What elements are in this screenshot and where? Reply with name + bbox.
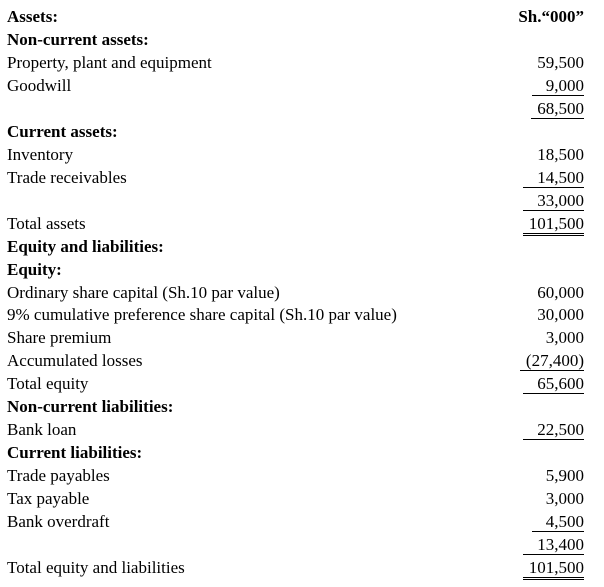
statement-row: Current assets: <box>0 122 604 145</box>
amount: 3,000 <box>545 489 584 509</box>
amount: 30,000 <box>537 305 584 325</box>
total-amount: 101,500 <box>522 558 584 581</box>
line-item-label: Accumulated losses <box>7 351 143 371</box>
statement-row: Share premium 3,000 <box>0 328 604 351</box>
line-item-label: Goodwill <box>7 75 72 95</box>
statement-row: Trade payables 5,900 <box>0 466 604 489</box>
amount: 14,500 <box>523 168 584 188</box>
line-item-label: Total assets <box>7 213 86 233</box>
amount: Sh.“000” <box>518 7 584 26</box>
statement-row: Bank overdraft 4,500 <box>0 512 604 535</box>
statement-row: Non-current assets: <box>0 30 604 53</box>
statement-row: Total equity and liabilities 101,500 <box>0 558 604 581</box>
amount: 5,900 <box>545 466 584 486</box>
statement-row: Equity and liabilities: <box>0 237 604 260</box>
amount: 60,000 <box>537 282 584 302</box>
amount: 3,000 <box>545 328 584 348</box>
line-item-label: Total equity and liabilities <box>7 558 185 578</box>
statement-row: Property, plant and equipment 59,500 <box>0 53 604 76</box>
amount: 13,400 <box>523 535 584 556</box>
statement-row: Tax payable 3,000 <box>0 489 604 512</box>
statement-row: Inventory 18,500 <box>0 145 604 168</box>
statement-row: 13,400 <box>0 535 604 558</box>
line-item-label: Bank overdraft <box>7 512 110 532</box>
section-heading: Current liabilities: <box>7 443 143 463</box>
line-item-label: Total equity <box>7 374 89 394</box>
statement-row: Total assets 101,500 <box>0 214 604 237</box>
amount: 59,500 <box>537 52 584 72</box>
statement-row: Equity: <box>0 260 604 283</box>
section-heading: Non-current liabilities: <box>7 397 174 417</box>
amount: 9,000 <box>531 76 584 96</box>
line-item-label: Trade payables <box>7 466 110 486</box>
amount: 4,500 <box>531 512 584 533</box>
amount: (27,400) <box>519 351 584 372</box>
statement-row: Non-current liabilities: <box>0 397 604 420</box>
statement-row: Goodwill 9,000 <box>0 76 604 99</box>
total-amount: 101,500 <box>522 214 584 236</box>
statement-row: Trade receivables 14,500 <box>0 168 604 191</box>
line-item-label: Ordinary share capital (Sh.10 par value) <box>7 282 280 302</box>
line-item-label: 9% cumulative preference share capital (… <box>7 305 397 325</box>
statement-row: Current liabilities: <box>0 443 604 466</box>
statement-row: 33,000 <box>0 191 604 214</box>
amount: 33,000 <box>523 191 584 211</box>
line-item-label: Property, plant and equipment <box>7 52 212 72</box>
statement-row: Accumulated losses (27,400) <box>0 351 604 374</box>
statement-row: 9% cumulative preference share capital (… <box>0 305 604 328</box>
amount: 18,500 <box>537 144 584 164</box>
amount: 68,500 <box>531 99 584 119</box>
line-item-label: Share premium <box>7 328 112 348</box>
amount: 65,600 <box>523 374 584 395</box>
statement-row: Assets: Sh.“000” <box>0 7 604 30</box>
section-heading: Equity: <box>7 259 62 279</box>
statement-row: 68,500 <box>0 99 604 122</box>
statement-row: Bank loan 22,500 <box>0 420 604 443</box>
line-item-label: Inventory <box>7 144 74 164</box>
section-heading: Equity and liabilities: <box>7 236 164 256</box>
section-heading: Assets: <box>7 7 58 26</box>
line-item-label: Tax payable <box>7 489 90 509</box>
amount: 22,500 <box>523 420 584 441</box>
section-heading: Non-current assets: <box>7 29 149 49</box>
statement-row: Ordinary share capital (Sh.10 par value)… <box>0 283 604 306</box>
statement-row: Total equity 65,600 <box>0 374 604 397</box>
line-item-label: Trade receivables <box>7 167 127 187</box>
section-heading: Current assets: <box>7 121 118 141</box>
line-item-label: Bank loan <box>7 420 77 440</box>
